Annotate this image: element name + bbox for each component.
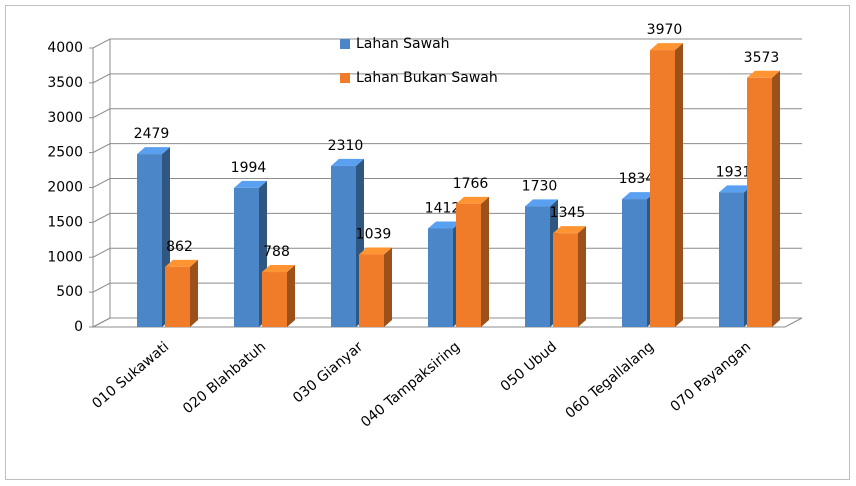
data-label: 1039 [356, 227, 392, 243]
bar [165, 266, 190, 327]
data-label: 862 [166, 239, 193, 255]
y-tick-label: 4000 [47, 40, 83, 56]
bar [428, 228, 453, 327]
bar-top [747, 70, 780, 78]
y-tick-label: 3500 [47, 75, 83, 91]
bar-top [525, 199, 558, 207]
bar-side [481, 196, 489, 327]
bar [137, 154, 162, 327]
bar [456, 203, 481, 327]
y-tick-label: 1000 [47, 249, 83, 265]
bar-top [719, 185, 752, 193]
bar-side [772, 70, 780, 327]
bar [359, 254, 384, 327]
bar [525, 206, 550, 327]
legend-label: Lahan Bukan Sawah [356, 70, 498, 86]
bar-top [622, 192, 655, 200]
data-label: 1834 [619, 171, 655, 187]
y-tick-label: 2500 [47, 145, 83, 161]
data-label: 1730 [522, 178, 558, 194]
bar [747, 77, 772, 327]
data-label: 1766 [453, 176, 489, 192]
bar-side [287, 265, 295, 327]
y-tick-label: 500 [56, 284, 83, 300]
y-tick-label: 0 [74, 319, 83, 335]
y-tick-label: 1500 [47, 214, 83, 230]
data-label: 1994 [231, 160, 267, 176]
bar-top [234, 180, 267, 188]
bar-side [190, 259, 198, 327]
grid-line [89, 143, 802, 154]
bar-top [331, 158, 364, 166]
bar-top [262, 265, 295, 273]
data-label: 1931 [716, 164, 752, 180]
grid-line [89, 73, 802, 84]
data-label: 3970 [647, 22, 683, 38]
bar-side [675, 43, 683, 327]
bar [622, 199, 647, 327]
bar-top [359, 247, 392, 255]
bar [553, 233, 578, 327]
legend-swatch [340, 73, 350, 83]
grid-line [89, 38, 802, 49]
grid-line [89, 108, 802, 119]
bar [262, 272, 287, 327]
bar-side [384, 247, 392, 327]
bar-top [137, 147, 170, 155]
data-label: 2310 [328, 138, 364, 154]
bar [719, 192, 744, 327]
bar-top [165, 259, 198, 267]
bar [650, 50, 675, 327]
bar-top [650, 43, 683, 51]
y-tick-label: 3000 [47, 110, 83, 126]
data-label: 2479 [134, 126, 170, 142]
bar-top [456, 196, 489, 204]
data-label: 3573 [744, 50, 780, 66]
bar [234, 187, 259, 327]
bar-side [578, 226, 586, 327]
y-tick-label: 2000 [47, 180, 83, 196]
data-label: 1412 [425, 201, 461, 217]
data-label: 788 [263, 244, 290, 260]
bar-top [428, 221, 461, 229]
grid-line [89, 178, 802, 188]
bar-top [553, 226, 586, 234]
legend-label: Lahan Sawah [356, 36, 450, 52]
legend-swatch [340, 39, 350, 49]
bar [331, 165, 356, 327]
data-label: 1345 [550, 205, 586, 221]
